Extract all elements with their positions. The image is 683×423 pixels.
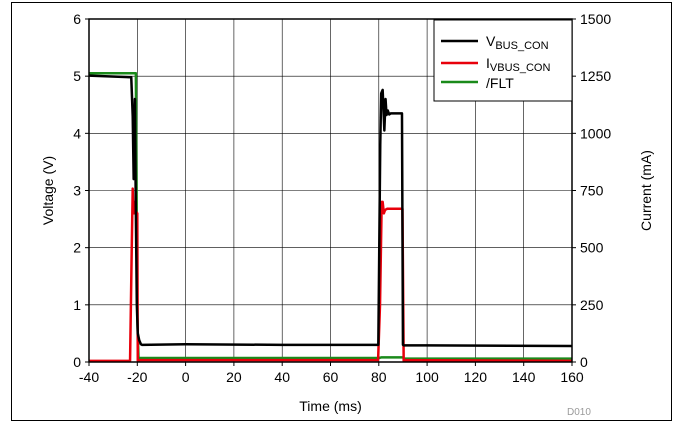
y-right-tick-label: 750 xyxy=(580,183,604,199)
y-left-tick-label: 3 xyxy=(73,183,81,199)
x-tick-label: 20 xyxy=(226,369,242,385)
y-left-tick-label: 5 xyxy=(73,68,81,84)
outer-border xyxy=(11,2,672,421)
x-tick-label: -40 xyxy=(79,369,99,385)
y-axis-right-label: Current (mA) xyxy=(638,150,654,231)
legend-label-vbus: VBUS_CON xyxy=(486,33,549,52)
x-axis-label: Time (ms) xyxy=(299,398,361,414)
y-axis-right-ticks: 0 250 500 750 1000 1250 1500 xyxy=(572,11,611,370)
x-tick-label: 60 xyxy=(323,369,339,385)
x-axis-ticks: -40 -20 0 20 40 60 80 100 120 140 160 xyxy=(79,362,584,385)
x-tick-label: 120 xyxy=(464,369,488,385)
y-axis-left-label: Voltage (V) xyxy=(40,156,56,225)
y-left-tick-label: 0 xyxy=(73,354,81,370)
x-tick-label: 100 xyxy=(415,369,439,385)
y-left-tick-label: 1 xyxy=(73,297,81,313)
series-line-vbus xyxy=(88,74,573,348)
y-right-tick-label: 500 xyxy=(580,240,604,256)
legend: VBUS_CON IVBUS_CON /FLT xyxy=(433,19,573,102)
series-line-ivbus xyxy=(89,187,573,363)
y-right-tick-label: 1000 xyxy=(580,125,611,141)
y-axis-left-ticks: 0 1 2 3 4 5 6 xyxy=(73,11,89,370)
x-tick-label: -20 xyxy=(127,369,147,385)
y-right-tick-label: 1250 xyxy=(580,68,611,84)
legend-label-flt: /FLT xyxy=(486,75,514,91)
series-layer xyxy=(88,72,573,363)
x-tick-label: 160 xyxy=(560,369,584,385)
y-left-tick-label: 2 xyxy=(73,240,81,256)
y-left-tick-label: 6 xyxy=(73,11,81,27)
y-right-tick-label: 0 xyxy=(580,354,588,370)
x-tick-label: 80 xyxy=(371,369,387,385)
watermark-code: D010 xyxy=(567,407,591,418)
y-right-tick-label: 250 xyxy=(580,297,604,313)
y-right-tick-label: 1500 xyxy=(580,11,611,27)
x-tick-label: 140 xyxy=(512,369,536,385)
x-tick-label: 0 xyxy=(182,369,190,385)
legend-box xyxy=(433,19,573,102)
y-left-tick-label: 4 xyxy=(73,125,81,141)
legend-label-ivbus: IVBUS_CON xyxy=(486,55,550,74)
x-tick-label: 40 xyxy=(274,369,290,385)
